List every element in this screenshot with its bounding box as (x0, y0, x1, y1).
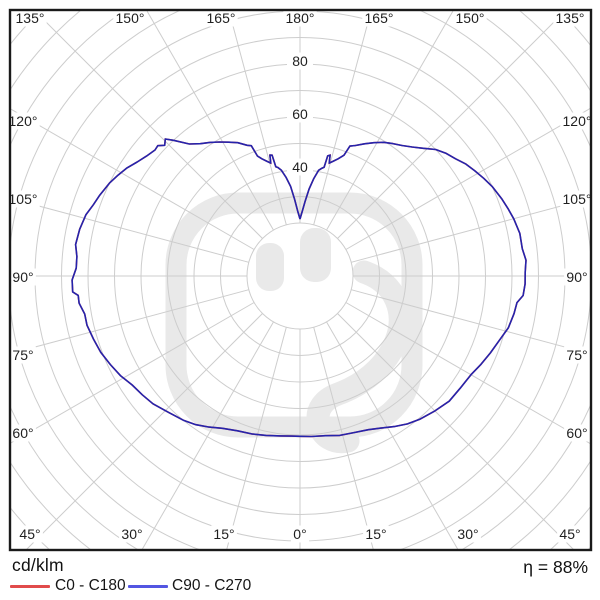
angle-labels: 135° 150° 165° 180° 165° 150° 135° 120° 105° 90° 7… (9, 10, 592, 543)
svg-text:0°: 0° (293, 526, 306, 542)
legend-label-c0-c180: C0 - C180 (55, 577, 126, 594)
svg-text:45°: 45° (559, 526, 580, 542)
legend: C0 - C180 C90 - C270 (0, 576, 600, 598)
curve-c90-c270 (71, 138, 527, 438)
svg-text:165°: 165° (207, 10, 236, 26)
chart-footer: cd/klm η = 88% C0 - C180 C90 - C270 (0, 553, 600, 600)
legend-swatch-c0-c180 (10, 585, 50, 588)
svg-text:120°: 120° (563, 113, 592, 129)
svg-text:90°: 90° (566, 269, 587, 285)
efficiency-label: η = 88% (523, 557, 588, 577)
svg-text:75°: 75° (12, 347, 33, 363)
legend-label-c90-c270: C90 - C270 (172, 577, 252, 594)
svg-text:15°: 15° (365, 526, 386, 542)
svg-text:135°: 135° (556, 10, 585, 26)
polar-chart-svg: 40 60 80 135° 150° 165° 180° 165° 150° 135° 120° 10… (8, 8, 593, 552)
svg-text:120°: 120° (9, 113, 38, 129)
svg-text:150°: 150° (456, 10, 485, 26)
legend-swatch-c90-c270 (128, 585, 168, 588)
svg-text:45°: 45° (19, 526, 40, 542)
watermark-logo (165, 192, 423, 454)
svg-text:60°: 60° (566, 425, 587, 441)
svg-text:60: 60 (292, 106, 308, 122)
svg-text:30°: 30° (457, 526, 478, 542)
svg-text:165°: 165° (365, 10, 394, 26)
polar-photometric-chart: 40 60 80 135° 150° 165° 180° 165° 150° 135° 120° 10… (8, 8, 593, 552)
svg-text:40: 40 (292, 159, 308, 175)
svg-text:180°: 180° (286, 10, 315, 26)
svg-text:15°: 15° (213, 526, 234, 542)
chart-frame (8, 8, 593, 552)
svg-text:150°: 150° (116, 10, 145, 26)
svg-text:90°: 90° (12, 269, 33, 285)
svg-text:80: 80 (292, 53, 308, 69)
svg-text:105°: 105° (9, 191, 38, 207)
svg-text:30°: 30° (121, 526, 142, 542)
svg-text:105°: 105° (563, 191, 592, 207)
svg-text:135°: 135° (16, 10, 45, 26)
unit-label: cd/klm (12, 555, 64, 575)
svg-text:75°: 75° (566, 347, 587, 363)
ring-labels: 40 60 80 (287, 52, 313, 176)
svg-text:60°: 60° (12, 425, 33, 441)
